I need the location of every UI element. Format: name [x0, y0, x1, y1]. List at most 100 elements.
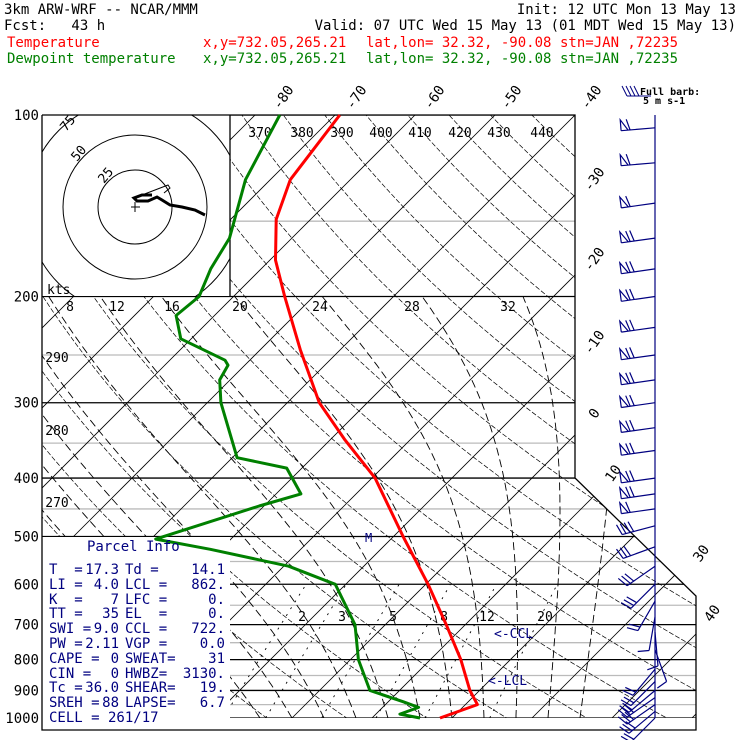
isotherm	[598, 115, 696, 718]
dry-adiabat	[384, 115, 696, 718]
moist-adiabat	[48, 296, 357, 718]
parcel-info-cell: CELL = 261/17	[49, 710, 159, 726]
pressure-label: 500	[14, 530, 39, 546]
isotherm-label: -30	[581, 165, 609, 195]
parcel-info-row: Tc = 36.0 SHEAR= 19.	[49, 680, 229, 697]
pressure-label: 1000	[5, 711, 39, 727]
wind-barb-shape	[618, 260, 656, 275]
parcel-param-value: 0.	[208, 591, 225, 608]
plot-frame	[41, 114, 697, 731]
wind-barb	[618, 195, 656, 209]
parcel-param-label: T =	[49, 562, 83, 578]
parcel-param-value: 7	[110, 591, 119, 608]
wind-barb-shape	[618, 229, 656, 244]
parcel-param-label: VGP =	[125, 636, 168, 652]
isotherm	[518, 115, 696, 718]
pressure-label: 200	[14, 290, 39, 306]
theta-label: 370	[248, 126, 271, 141]
parcel-param-value: 2.11	[85, 636, 119, 652]
moist-adiabat	[99, 296, 389, 718]
temperature-profile	[274, 114, 479, 720]
theta-label: 440	[530, 126, 553, 141]
hodograph-trace	[131, 193, 206, 217]
parcel-param-label: SWI =	[49, 621, 92, 638]
wind-barb-shape	[618, 319, 656, 333]
wind-barb	[620, 717, 656, 740]
dry-adiabat	[103, 115, 696, 718]
legend-dewpoint-latlon: lat,lon= 32.32, -90.08	[366, 51, 552, 67]
mixing-ratio-label: 2	[298, 610, 306, 625]
wind-barb	[618, 288, 656, 302]
parcel-param-value: 0	[110, 665, 119, 682]
init-time: Init: 12 UTC Mon 13 May 13	[516, 2, 736, 18]
temperature-row-label: 28	[404, 300, 420, 315]
parcel-info-row: PW = 2.11 VGP = 0.0	[49, 636, 229, 652]
mixing-ratio-label: 12	[479, 610, 495, 625]
wind-barb	[618, 442, 656, 456]
legend-temperature-xy: x,y=732.05,265.21	[203, 35, 347, 51]
wind-barb	[618, 500, 656, 515]
valid-time: Valid: 07 UTC Wed 15 May 13 (01 MDT Wed …	[314, 18, 736, 34]
wind-barb-shape	[626, 600, 656, 632]
theta-label: 410	[408, 126, 431, 141]
isotherm-label: -60	[421, 83, 449, 113]
theta-label: 290	[45, 351, 68, 366]
parcel-param-value: 862.	[191, 576, 225, 593]
parcel-param-value: 35	[102, 606, 119, 623]
parcel-info-row: TT = 35 EL = 0.	[49, 606, 229, 623]
parcel-param-label: CAPE =	[49, 650, 100, 667]
hodograph-units: kts	[47, 283, 70, 298]
wind-barb-shape	[620, 583, 656, 609]
hodograph-origin-icon	[131, 202, 140, 212]
moist-adiabat	[421, 296, 518, 718]
parcel-param-value: 17.3	[85, 562, 119, 578]
isotherm-label: -70	[343, 83, 371, 113]
parcel-param-label: HWBZ=	[125, 665, 168, 682]
wind-barb-shape	[617, 697, 656, 718]
wind-barb	[617, 704, 656, 725]
pressure-label: 800	[14, 653, 39, 669]
wind-barb-shape	[618, 469, 656, 484]
parcel-param-label: EL =	[125, 606, 168, 623]
dry-adiabat	[585, 115, 696, 718]
moist-adiabat	[234, 296, 453, 718]
wind-barb	[626, 600, 656, 632]
barb-legend-line2: 5 m s-1	[643, 96, 685, 107]
legend-temperature-stn: stn=JAN ,72235	[560, 35, 679, 51]
parcel-param-value: 4.0	[93, 576, 119, 593]
wind-barb-shape	[618, 394, 656, 409]
legend-dewpoint: Dewpoint temperature	[7, 51, 176, 67]
wind-barb	[647, 631, 659, 671]
parcel-param-value: 3130.	[182, 665, 225, 682]
parcel-info-row: LI = 4.0 LCL = 862.	[49, 576, 229, 593]
wind-barb-shape	[637, 616, 656, 653]
mixing-ratio-line	[375, 584, 451, 718]
parcel-param-label: LCL =	[125, 576, 168, 593]
wind-barb	[618, 346, 656, 361]
parcel-param-label: Td =	[125, 562, 159, 578]
wind-barb-shape	[619, 117, 656, 132]
forecast-hour: Fcst: 43 h	[4, 18, 106, 34]
temperature-row-label: 24	[312, 300, 328, 315]
parcel-info-row: CIN = 0 HWBZ= 3130.	[49, 665, 229, 682]
isotherm-label: -40	[578, 83, 606, 113]
ccl-marker: <-CCL	[494, 627, 533, 642]
pressure-label: 700	[14, 618, 39, 634]
parcel-param-value: 0.	[208, 606, 225, 623]
hodograph-ring-50	[62, 134, 208, 280]
legend-dewpoint-xy: x,y=732.05,265.21	[203, 51, 347, 67]
isotherm-label: -80	[270, 83, 298, 113]
parcel-param-label: CIN =	[49, 665, 92, 682]
parcel-param-label: Tc =	[49, 680, 83, 697]
wind-barb-shape	[617, 565, 656, 587]
wind-barb	[620, 583, 656, 609]
theta-label: 270	[45, 496, 68, 511]
temperature-row-label: 12	[109, 300, 125, 315]
isotherm	[358, 115, 696, 718]
isotherm-label: 0	[586, 406, 604, 422]
temperature-row-label: 20	[232, 300, 248, 315]
theta-label: 420	[448, 126, 471, 141]
mixing-ratio-line	[489, 584, 558, 718]
dry-adiabat	[62, 115, 696, 718]
isotherm-label: 10	[602, 462, 625, 485]
